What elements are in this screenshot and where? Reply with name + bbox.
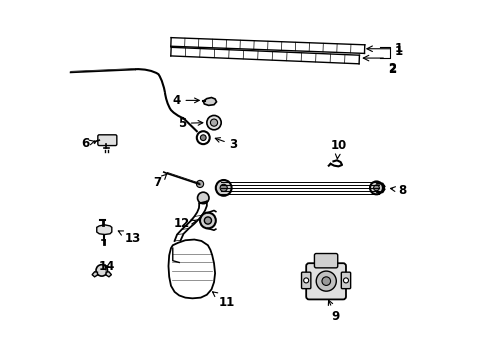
Circle shape [316, 271, 336, 291]
Circle shape [303, 278, 308, 283]
Text: 2: 2 [387, 63, 395, 76]
Polygon shape [106, 272, 111, 277]
Polygon shape [97, 225, 112, 234]
Circle shape [373, 185, 379, 191]
Text: 3: 3 [215, 138, 237, 151]
Circle shape [343, 278, 348, 283]
Text: 4: 4 [172, 94, 199, 107]
Text: 7: 7 [153, 174, 166, 189]
Text: 12: 12 [173, 216, 196, 230]
Text: 14: 14 [98, 260, 114, 273]
Polygon shape [203, 98, 216, 105]
Circle shape [215, 180, 231, 196]
Circle shape [204, 217, 211, 224]
Circle shape [321, 277, 330, 285]
FancyBboxPatch shape [301, 272, 310, 289]
Circle shape [200, 213, 215, 228]
Text: 5: 5 [177, 117, 203, 130]
Polygon shape [92, 272, 97, 277]
Text: 1: 1 [394, 45, 403, 58]
Circle shape [369, 181, 382, 194]
Text: 1: 1 [394, 42, 403, 55]
Circle shape [197, 192, 208, 204]
Circle shape [210, 119, 217, 126]
FancyBboxPatch shape [98, 135, 117, 145]
Text: 9: 9 [327, 300, 339, 324]
FancyBboxPatch shape [314, 253, 337, 268]
Text: 10: 10 [330, 139, 346, 159]
Text: 11: 11 [212, 292, 234, 309]
Text: 8: 8 [390, 184, 406, 197]
FancyBboxPatch shape [305, 263, 346, 300]
Text: 6: 6 [81, 137, 95, 150]
Circle shape [196, 180, 203, 188]
Circle shape [200, 135, 206, 140]
FancyBboxPatch shape [341, 272, 350, 289]
Circle shape [206, 116, 221, 130]
Text: 2: 2 [387, 62, 395, 75]
Circle shape [220, 184, 227, 192]
Text: 13: 13 [118, 231, 141, 244]
Circle shape [96, 265, 107, 276]
